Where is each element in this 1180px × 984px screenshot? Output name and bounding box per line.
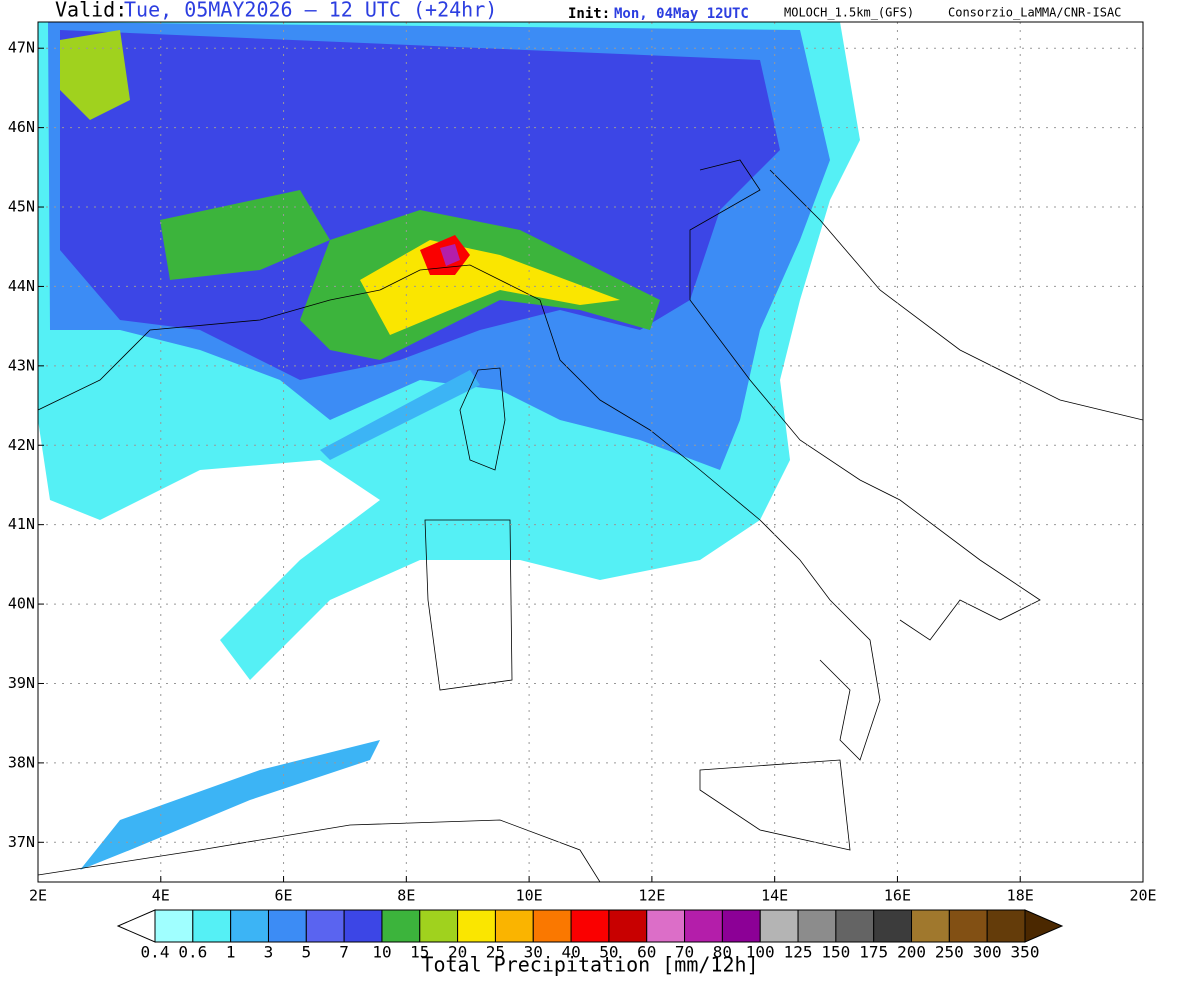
y-tick-label: 45N xyxy=(8,198,35,216)
colorbar-swatch xyxy=(532,909,572,943)
init-time: Mon, 04May 12UTC xyxy=(614,6,749,22)
x-tick-label: 16E xyxy=(884,887,911,905)
colorbar-label: 200 xyxy=(897,943,926,962)
colorbar-swatch xyxy=(381,909,421,943)
colorbar-swatch xyxy=(608,909,648,943)
y-tick-label: 38N xyxy=(8,753,35,771)
colorbar-swatch xyxy=(419,909,459,943)
y-tick-label: 47N xyxy=(8,39,35,57)
precip-france xyxy=(160,190,330,280)
x-tick-label: 4E xyxy=(152,887,170,905)
colorbar-label: 10 xyxy=(372,943,391,962)
y-tick-label: 44N xyxy=(8,277,35,295)
colorbar-label: 3 xyxy=(264,943,274,962)
y-tick-label: 46N xyxy=(8,118,35,136)
precip-alps-west xyxy=(60,30,130,120)
colorbar-swatch xyxy=(797,909,837,943)
colorbar-swatch xyxy=(646,909,686,943)
colorbar-swatch xyxy=(230,909,269,943)
colorbar: 0.4 0.6 1 3 5 7 10 15 20 25 30 40 50 60 70 80 100 125 150 1… xyxy=(116,909,1064,962)
y-tick-label: 43N xyxy=(8,356,35,374)
x-tick-label: 6E xyxy=(275,887,293,905)
colorbar-label: 80 xyxy=(713,943,732,962)
map-frame xyxy=(37,21,1144,883)
init-label: Init: xyxy=(568,6,610,22)
colorbar-swatch xyxy=(759,909,799,943)
colorbar-arrow-low xyxy=(116,909,156,943)
colorbar-label: 40 xyxy=(561,943,580,962)
colorbar-label: 350 xyxy=(1011,943,1040,962)
x-tick-label: 20E xyxy=(1129,887,1156,905)
x-tick-label: 8E xyxy=(397,887,415,905)
colorbar-swatch xyxy=(267,909,307,943)
colorbar-label: 15 xyxy=(410,943,429,962)
colorbar-label: 25 xyxy=(486,943,505,962)
colorbar-label: 0.6 xyxy=(178,943,207,962)
colorbar-label: 7 xyxy=(339,943,349,962)
x-tick-label: 2E xyxy=(29,887,47,905)
x-tick-label: 14E xyxy=(761,887,788,905)
y-tick-label: 40N xyxy=(8,595,35,613)
precip-streak-south xyxy=(80,740,380,870)
colorbar-label: 150 xyxy=(821,943,850,962)
precip-streak xyxy=(320,370,480,460)
valid-time: Tue, 05MAY2026 — 12 UTC (+24hr) xyxy=(124,0,497,22)
y-tick-label: 39N xyxy=(8,674,35,692)
colorbar-swatch xyxy=(835,909,875,943)
axis-ticks: 2E 4E 6E 8E 10E 12E 14E 16E 18E 20E 37N 38N 39N 40N 41… xyxy=(8,39,1157,905)
colorbar-label: 250 xyxy=(935,943,964,962)
colorbar-swatch xyxy=(911,909,950,943)
coast-sicily xyxy=(699,759,851,851)
colorbar-swatch xyxy=(192,909,232,943)
coast-africa xyxy=(38,819,601,882)
colorbar-label: 0.4 xyxy=(141,943,170,962)
colorbar-swatch xyxy=(948,909,988,943)
coastlines xyxy=(38,159,1143,882)
colorbar-swatch xyxy=(494,909,534,943)
map-field xyxy=(38,22,1143,882)
colorbar-label: 100 xyxy=(746,943,775,962)
colorbar-swatch xyxy=(873,909,913,943)
y-tick-label: 41N xyxy=(8,515,35,533)
model-name: MOLOCH_1.5km_(GFS) xyxy=(784,6,914,20)
x-tick-label: 18E xyxy=(1007,887,1034,905)
coast-corsica xyxy=(459,367,506,471)
colorbar-swatch xyxy=(721,909,761,943)
colorbar-label: 5 xyxy=(301,943,311,962)
coast-adriatic-west xyxy=(689,159,1041,641)
colorbar-label: 50 xyxy=(599,943,618,962)
colorbar-label: 125 xyxy=(784,943,813,962)
colorbar-arrow-high xyxy=(1024,909,1064,943)
colorbar-label: 60 xyxy=(637,943,656,962)
colorbar-swatch xyxy=(684,909,723,943)
coast-tyrrhenian xyxy=(38,264,881,761)
x-tick-label: 12E xyxy=(638,887,665,905)
coast-adriatic-east xyxy=(769,169,1143,421)
colorbar-swatch xyxy=(343,909,383,943)
precip-yellow xyxy=(360,240,620,335)
colorbar-title: Total Precipitation [mm/12h] xyxy=(421,953,758,977)
colorbar-label: 300 xyxy=(973,943,1002,962)
y-tick-label: 37N xyxy=(8,833,35,851)
graticule xyxy=(37,22,1144,882)
colorbar-label: 30 xyxy=(524,943,543,962)
colorbar-swatch xyxy=(986,909,1026,943)
colorbar-label: 175 xyxy=(859,943,888,962)
colorbar-label: 20 xyxy=(448,943,467,962)
colorbar-label: 1 xyxy=(226,943,236,962)
precip-purple xyxy=(440,244,460,266)
coast-sardinia xyxy=(424,519,513,691)
y-tick-label: 42N xyxy=(8,436,35,454)
colorbar-swatch xyxy=(457,909,496,943)
credit: Consorzio_LaMMA/CNR-ISAC xyxy=(948,6,1121,20)
colorbar-swatch xyxy=(154,909,194,943)
x-tick-label: 10E xyxy=(516,887,543,905)
colorbar-swatch xyxy=(305,909,345,943)
valid-label: Valid: xyxy=(55,0,127,22)
colorbar-swatch xyxy=(570,909,610,943)
colorbar-label: 70 xyxy=(675,943,694,962)
